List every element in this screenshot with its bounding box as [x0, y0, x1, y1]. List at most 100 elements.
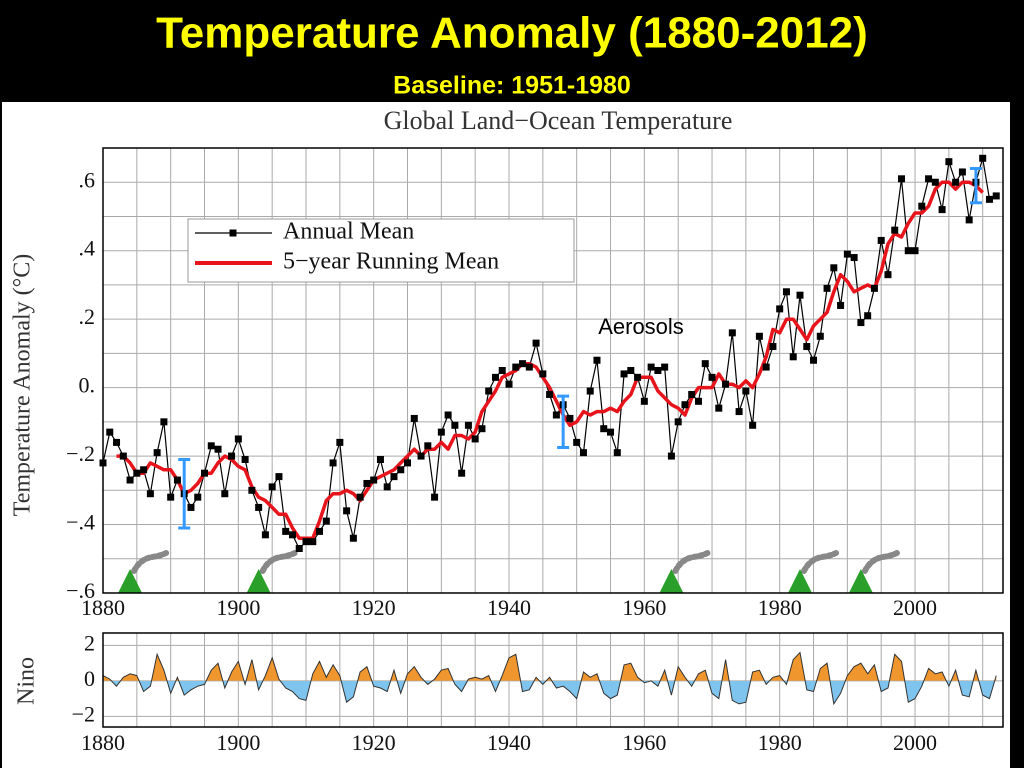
annual-mean-marker — [938, 206, 946, 214]
chart-panel — [2, 102, 1010, 768]
annual-mean-marker — [884, 271, 892, 279]
annual-mean-marker — [613, 449, 621, 457]
x-tick-label: 1920 — [352, 595, 396, 620]
x-tick-label: 1920 — [352, 730, 396, 755]
annual-mean-marker — [850, 254, 858, 262]
annual-mean-marker — [823, 284, 831, 292]
annual-mean-marker — [275, 473, 283, 481]
annual-mean-marker — [248, 486, 256, 494]
annual-mean-marker — [302, 538, 310, 546]
y-tick-label: −.2 — [66, 441, 95, 466]
annual-mean-marker — [607, 428, 615, 436]
annual-mean-marker — [519, 360, 527, 368]
annual-mean-marker — [782, 288, 790, 296]
x-tick-label: 1960 — [622, 595, 666, 620]
annual-mean-marker — [241, 456, 249, 463]
annual-mean-marker — [194, 493, 202, 501]
annual-mean-marker — [336, 438, 344, 446]
y-tick-label: −.4 — [66, 510, 95, 535]
annual-mean-marker — [688, 390, 696, 398]
annual-mean-marker — [356, 493, 364, 501]
annual-mean-marker — [437, 428, 445, 436]
annual-mean-marker — [404, 459, 412, 467]
annual-mean-marker — [485, 387, 493, 395]
annual-mean-marker — [431, 493, 439, 501]
annual-mean-marker — [410, 414, 418, 422]
annual-mean-marker — [789, 353, 797, 361]
annual-mean-marker — [837, 301, 845, 309]
annual-mean-marker — [627, 367, 635, 374]
chart-title: Global Land−Ocean Temperature — [384, 106, 733, 135]
annual-mean-marker — [133, 469, 141, 477]
annual-mean-marker — [897, 175, 905, 183]
annual-mean-marker — [891, 226, 899, 234]
legend-swatch-marker — [229, 229, 237, 237]
annual-mean-marker — [654, 367, 662, 374]
annual-mean-marker — [458, 469, 466, 477]
annual-mean-marker — [322, 517, 330, 525]
volcano-marker — [118, 569, 143, 593]
error-bar — [969, 167, 982, 205]
annual-mean-marker — [363, 479, 371, 487]
annual-mean-marker — [505, 380, 513, 388]
annual-mean-marker — [201, 469, 209, 477]
annual-mean-marker — [214, 445, 222, 453]
annual-mean-marker — [329, 459, 337, 467]
annual-mean-marker — [918, 202, 926, 210]
nino-negative-area — [103, 680, 997, 704]
nino-line — [102, 651, 997, 706]
slide-subtitle: Baseline: 1951-1980 — [393, 72, 631, 100]
annual-mean-marker — [674, 418, 682, 426]
annual-mean-marker — [694, 397, 702, 405]
legend-label: 5−year Running Mean — [283, 249, 499, 275]
annual-mean-marker — [749, 421, 757, 429]
annual-mean-marker — [864, 312, 872, 320]
y-tick-label: .4 — [79, 236, 96, 261]
annual-mean-marker — [309, 538, 317, 546]
annual-mean-marker — [701, 360, 709, 368]
annual-mean-marker — [295, 545, 303, 552]
annual-mean-marker — [769, 343, 777, 351]
annual-mean-marker — [579, 449, 587, 457]
annual-mean-marker — [762, 363, 770, 371]
annual-mean-marker — [573, 438, 581, 446]
annual-mean-marker — [140, 466, 148, 474]
annual-mean-marker — [681, 401, 689, 409]
annual-mean-marker — [187, 503, 195, 511]
annual-mean-marker — [444, 411, 452, 419]
annual-mean-marker — [810, 356, 818, 364]
annual-mean-marker — [268, 483, 276, 491]
x-tick-label: 1900 — [216, 730, 260, 755]
annual-mean-marker — [931, 178, 939, 186]
y-tick-label: .6 — [79, 167, 96, 192]
annual-mean-marker — [877, 236, 885, 244]
annual-mean-marker — [417, 452, 425, 460]
annual-mean-marker — [282, 527, 290, 535]
volcano-plume — [131, 550, 170, 574]
annual-mean-marker — [661, 363, 669, 371]
plot-frame — [102, 147, 1004, 594]
annual-mean-marker — [715, 404, 723, 412]
annual-mean-marker — [126, 476, 134, 484]
volcano-plume — [861, 550, 900, 574]
y-tick-label: 2 — [84, 630, 95, 655]
annual-mean-marker — [525, 363, 533, 371]
annual-mean-marker — [925, 175, 933, 183]
annual-mean-marker — [532, 339, 540, 347]
annual-mean-marker — [904, 247, 912, 255]
annual-mean-marker — [539, 370, 547, 378]
annual-mean-marker — [728, 329, 736, 337]
annual-mean-marker — [153, 449, 161, 457]
annual-mean-marker — [261, 531, 269, 539]
annual-mean-marker — [742, 387, 750, 395]
annual-mean-marker — [498, 367, 506, 374]
slide-title: Temperature Anomaly (1880-2012) — [156, 9, 868, 58]
annual-mean-marker — [512, 363, 520, 371]
volcano-plume — [800, 550, 839, 574]
volcano-marker — [659, 569, 684, 593]
annual-mean-marker — [316, 527, 324, 535]
annual-mean-marker — [424, 442, 432, 450]
annual-mean-marker — [843, 250, 851, 258]
x-tick-label: 1880 — [81, 730, 125, 755]
